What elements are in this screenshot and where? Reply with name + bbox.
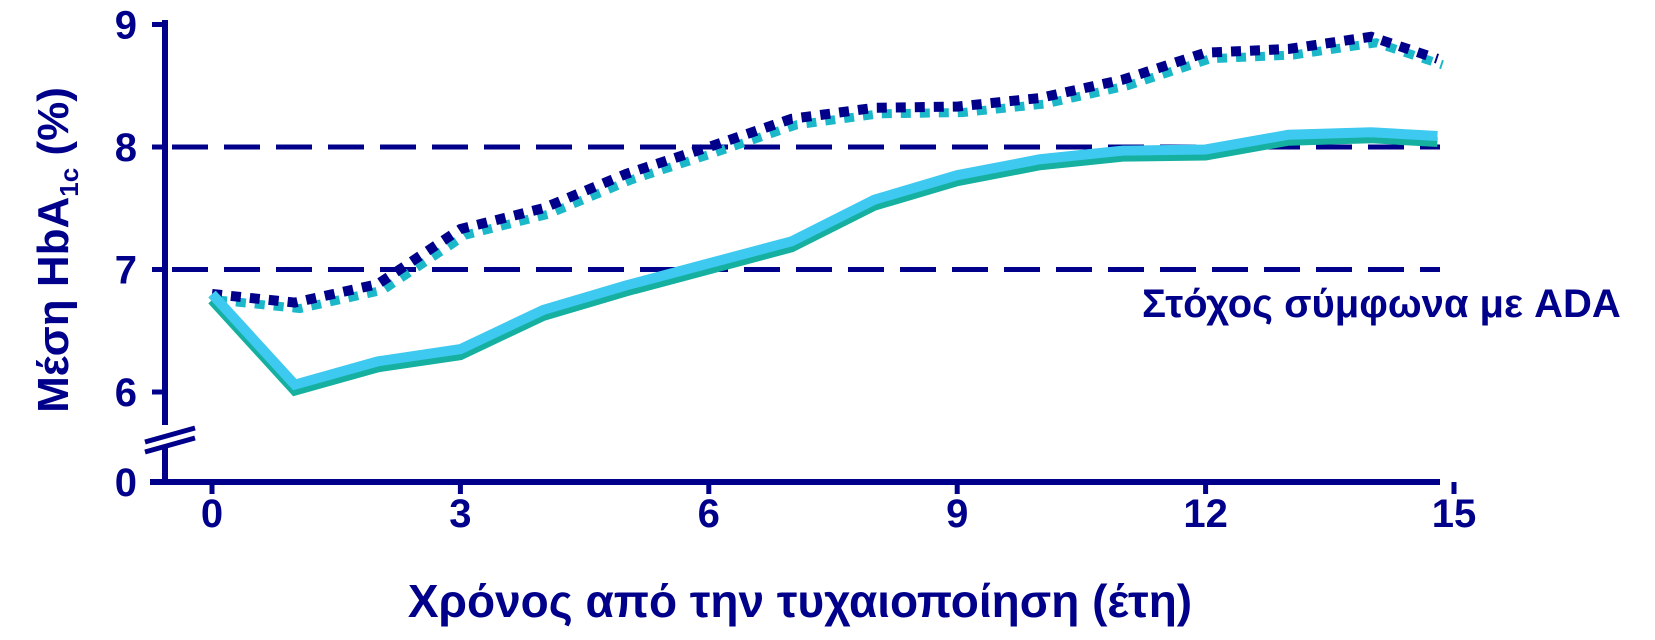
x-tick-label-0: 0 [201,492,223,536]
x-tick-label-6: 6 [698,492,720,536]
series-0-line [211,31,1440,308]
y-tick-label-6: 6 [115,371,137,415]
series-0-shadow [216,38,1444,314]
axes [144,20,1440,485]
x-tick-label-9: 9 [946,492,968,536]
series-layer [208,31,1444,397]
y-axis-title: Μέση HbA1c (%) [29,87,84,413]
series-1-shadow [208,133,1438,397]
x-tick-label-12: 12 [1183,492,1228,536]
y-tick-label-0: 0 [115,461,137,505]
y-tick-label-7: 7 [115,249,137,293]
y-tick-label-9: 9 [115,4,137,48]
series-1-line [208,127,1438,391]
annotation-target: Στόχος σύμφωνα με ADA [1142,282,1621,326]
axis-break-icon [144,425,196,455]
x-tick-label-15: 15 [1432,492,1477,536]
x-tick-label-3: 3 [449,492,471,536]
reference-lines [172,144,1440,272]
tick-labels: 0 3 6 9 12 15 0 6 7 8 9 [115,4,1477,537]
x-axis-title: Χρόνος από την τυχαιοποίηση (έτη) [408,575,1192,627]
y-tick-label-8: 8 [115,126,137,170]
